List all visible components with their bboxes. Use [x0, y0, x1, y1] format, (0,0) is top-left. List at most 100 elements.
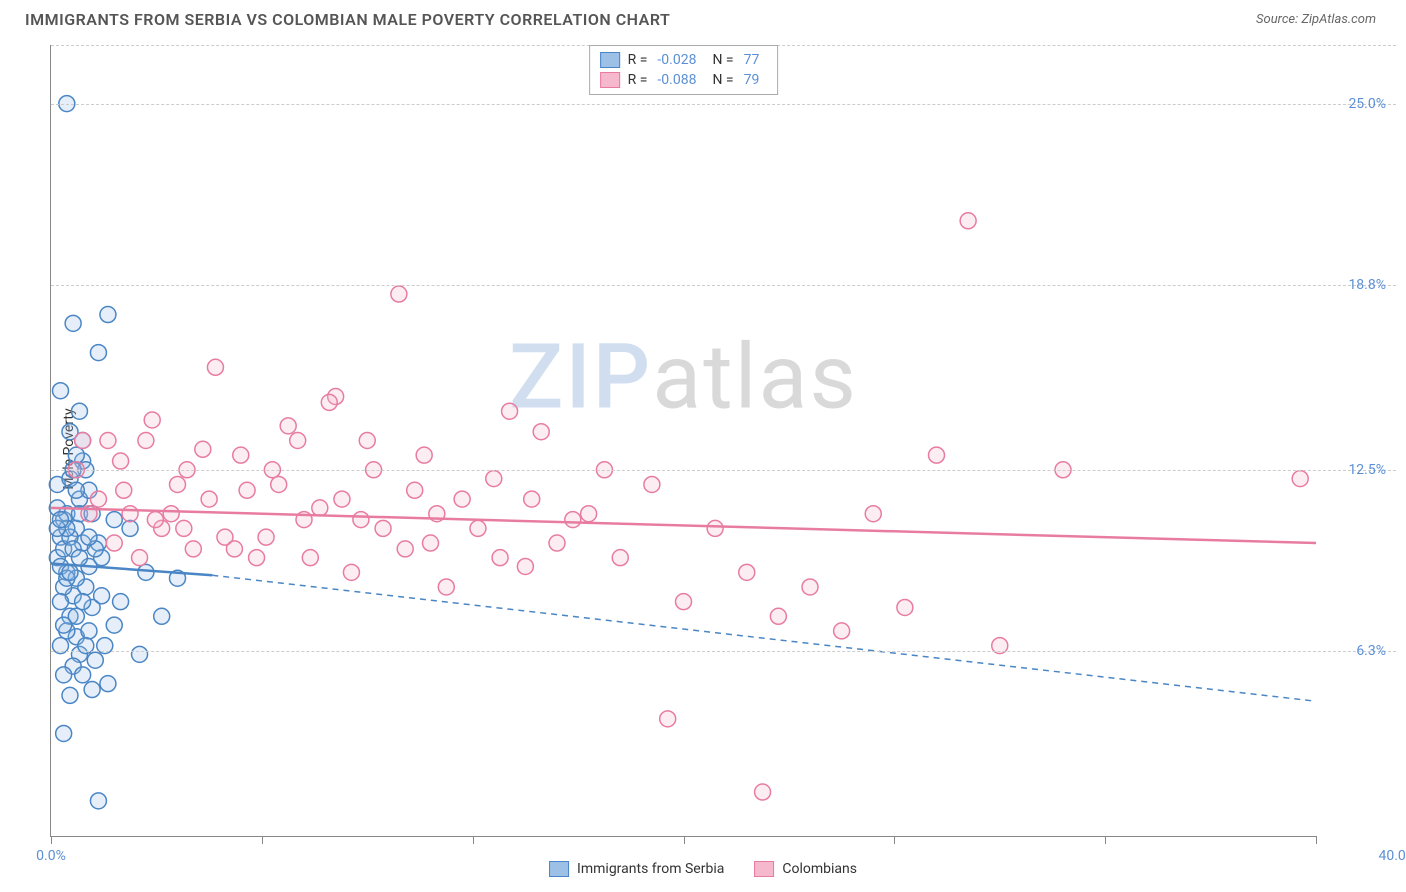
data-point — [163, 506, 179, 522]
data-point — [122, 506, 138, 522]
x-tick — [262, 836, 263, 844]
data-point — [65, 315, 81, 331]
data-point — [470, 520, 486, 536]
data-point — [233, 447, 249, 463]
data-point — [834, 623, 850, 639]
data-point — [81, 529, 97, 545]
data-point — [707, 520, 723, 536]
legend-label-serbia: Immigrants from Serbia — [577, 861, 724, 877]
data-point — [302, 550, 318, 566]
data-point — [865, 506, 881, 522]
data-point — [81, 623, 97, 639]
data-point — [612, 550, 628, 566]
y-tick-label: 25.0% — [1348, 96, 1386, 112]
data-point — [100, 433, 116, 449]
data-point — [359, 433, 375, 449]
data-point — [343, 564, 359, 580]
data-point — [52, 594, 68, 610]
data-point — [375, 520, 391, 536]
data-point — [353, 512, 369, 528]
data-point — [71, 403, 87, 419]
data-point — [407, 482, 423, 498]
data-point — [84, 682, 100, 698]
data-point — [100, 307, 116, 323]
data-point — [122, 520, 138, 536]
x-tick — [473, 836, 474, 844]
regression-line — [51, 508, 1316, 543]
legend-swatch-colombians — [754, 861, 774, 877]
data-point — [660, 711, 676, 727]
y-tick-label: 12.5% — [1348, 462, 1386, 478]
x-tick — [1316, 836, 1317, 844]
stats-row-colombians: R = -0.088 N = 79 — [600, 70, 768, 90]
data-point — [62, 564, 78, 580]
data-point — [56, 667, 72, 683]
data-point — [52, 383, 68, 399]
data-point — [116, 482, 132, 498]
data-point — [100, 676, 116, 692]
data-point — [549, 535, 565, 551]
data-point — [517, 558, 533, 574]
data-point — [106, 617, 122, 633]
gridline — [51, 470, 1396, 471]
data-point — [770, 608, 786, 624]
data-point — [106, 512, 122, 528]
data-point — [87, 652, 103, 668]
data-point — [75, 594, 91, 610]
data-point — [755, 784, 771, 800]
data-point — [90, 345, 106, 361]
legend-label-colombians: Colombians — [782, 861, 857, 877]
data-point — [132, 646, 148, 662]
data-point — [62, 687, 78, 703]
x-tick-label: 0.0% — [36, 848, 66, 864]
data-point — [676, 594, 692, 610]
legend-item-colombians: Colombians — [754, 861, 857, 877]
gridline — [51, 104, 1396, 105]
data-point — [397, 541, 413, 557]
data-point — [739, 564, 755, 580]
legend-item-serbia: Immigrants from Serbia — [549, 861, 724, 877]
data-point — [258, 529, 274, 545]
data-point — [581, 506, 597, 522]
data-point — [94, 588, 110, 604]
data-point — [897, 599, 913, 615]
x-tick-label: 40.0% — [1378, 848, 1406, 864]
data-point — [423, 535, 439, 551]
data-point — [154, 608, 170, 624]
swatch-colombians — [600, 72, 620, 88]
x-tick — [684, 836, 685, 844]
data-point — [132, 550, 148, 566]
legend-swatch-serbia — [549, 861, 569, 877]
chart-plot-area: Male Poverty ZIPatlas R = -0.028 N = 77 … — [50, 45, 1316, 837]
data-point — [454, 491, 470, 507]
data-point — [249, 550, 265, 566]
data-point — [106, 535, 122, 551]
data-point — [486, 471, 502, 487]
data-point — [644, 476, 660, 492]
data-point — [195, 441, 211, 457]
data-point — [52, 512, 68, 528]
data-point — [201, 491, 217, 507]
data-point — [144, 412, 160, 428]
x-tick — [51, 836, 52, 844]
data-point — [147, 512, 163, 528]
scatter-svg — [51, 45, 1316, 836]
series-legend: Immigrants from Serbia Colombians — [549, 861, 857, 877]
data-point — [176, 520, 192, 536]
data-point — [929, 447, 945, 463]
data-point — [90, 491, 106, 507]
data-point — [312, 500, 328, 516]
data-point — [138, 433, 154, 449]
data-point — [56, 725, 72, 741]
data-point — [524, 491, 540, 507]
data-point — [68, 608, 84, 624]
data-point — [565, 512, 581, 528]
stats-row-serbia: R = -0.028 N = 77 — [600, 50, 768, 70]
gridline — [51, 285, 1396, 286]
data-point — [138, 564, 154, 580]
y-tick-label: 18.8% — [1348, 277, 1386, 293]
source-attribution: Source: ZipAtlas.com — [1256, 12, 1376, 27]
data-point — [416, 447, 432, 463]
data-point — [113, 594, 129, 610]
data-point — [226, 541, 242, 557]
